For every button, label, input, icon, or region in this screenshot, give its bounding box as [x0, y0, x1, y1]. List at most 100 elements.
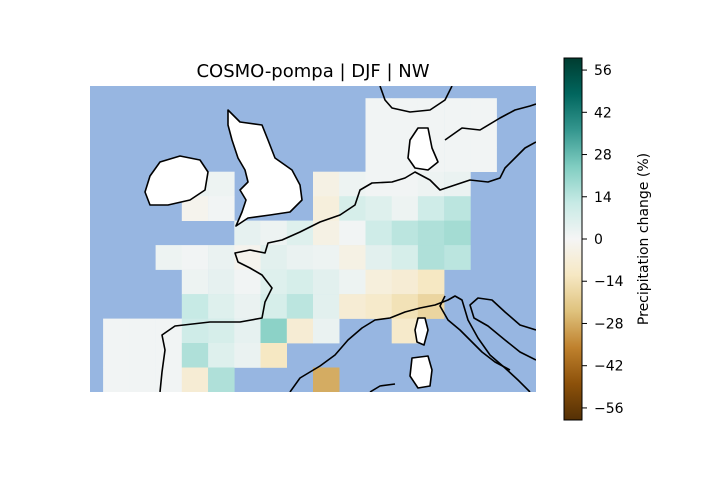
- grid-cell: [391, 171, 419, 197]
- colorbar-tick-label: 0: [594, 232, 603, 248]
- grid-cell: [286, 318, 314, 344]
- colorbar-tick-label: 56: [594, 63, 612, 79]
- grid-cell: [313, 245, 340, 270]
- grid-cell: [155, 245, 183, 270]
- grid-cell: [417, 196, 445, 221]
- grid-cell: [365, 147, 392, 172]
- grid-cell: [391, 318, 419, 344]
- grid-cell: [234, 294, 261, 319]
- grid-cell: [208, 196, 235, 221]
- colorbar-tick-label: −56: [594, 401, 624, 417]
- grid-cell: [103, 367, 130, 392]
- grid-cell: [339, 294, 366, 319]
- grid-cell: [444, 196, 471, 221]
- grid-cell: [208, 343, 235, 368]
- grid-cell: [417, 269, 445, 295]
- grid-cell: [208, 245, 235, 270]
- grid-cell: [339, 196, 366, 221]
- colorbar-tick-label: −42: [594, 359, 624, 375]
- coast-med-north: [469, 297, 536, 361]
- grid-cell: [391, 220, 419, 246]
- coast-adriatic: [439, 295, 511, 371]
- grid-cell: [365, 269, 392, 295]
- grid-cell: [339, 171, 366, 197]
- precip-grid: [103, 98, 497, 392]
- coast-north-africa: [369, 383, 396, 392]
- grid-cell: [208, 294, 235, 319]
- grid-cell: [444, 245, 471, 270]
- grid-cell: [208, 269, 235, 295]
- coast-corsica: [414, 317, 429, 346]
- colorbar-tick-label: −14: [594, 274, 624, 290]
- grid-cell: [286, 269, 314, 295]
- grid-cell: [181, 343, 209, 368]
- coast-iberia-france-italy: [159, 141, 536, 392]
- map-area: [90, 86, 536, 392]
- grid-cell: [129, 318, 156, 344]
- grid-cell: [365, 294, 392, 319]
- grid-cell: [286, 220, 314, 246]
- grid-cell: [339, 245, 366, 270]
- colorbar-bar: [563, 57, 583, 421]
- grid-cell: [470, 147, 497, 172]
- coast-ireland: [144, 155, 209, 206]
- grid-cell: [365, 245, 392, 270]
- grid-cell: [260, 269, 287, 295]
- grid-cell: [391, 196, 419, 221]
- grid-cell: [365, 122, 392, 148]
- grid-cell: [313, 220, 340, 246]
- grid-cell: [260, 245, 287, 270]
- coast-britain: [227, 109, 303, 227]
- grid-cell: [470, 122, 497, 148]
- grid-cell: [103, 318, 130, 344]
- coast-scandinavia: [379, 86, 453, 113]
- grid-cell: [313, 367, 340, 392]
- colorbar-tick-label: −28: [594, 316, 624, 332]
- grid-cell: [286, 245, 314, 270]
- grid-cell: [129, 343, 156, 368]
- colorbar: −56 −42 −28 −14 0 14 28 42 56 Precipitation chan…: [563, 57, 652, 421]
- grid-cell: [234, 269, 261, 295]
- coast-sardinia: [409, 355, 433, 389]
- colorbar-tick-label: 42: [594, 105, 612, 121]
- coast-italy: [289, 295, 531, 392]
- grid-cell: [339, 269, 366, 295]
- colorbar-label: Precipitation change (%): [636, 153, 652, 325]
- land-coastlines: [144, 86, 536, 392]
- colorbar-tick-label: 28: [594, 148, 612, 164]
- grid-cell: [417, 245, 445, 270]
- grid-cell: [313, 269, 340, 295]
- map-title: COSMO-pompa | DJF | NW: [196, 61, 429, 82]
- grid-cell: [234, 245, 261, 270]
- grid-cell: [313, 294, 340, 319]
- grid-cell: [181, 367, 209, 392]
- grid-cell: [365, 196, 392, 221]
- coast-denmark: [407, 127, 439, 171]
- grid-cell: [313, 318, 340, 344]
- grid-cell: [444, 98, 471, 123]
- grid-cell: [129, 367, 156, 392]
- grid-cell: [260, 318, 287, 344]
- grid-cell: [181, 269, 209, 295]
- grid-cell: [339, 220, 366, 246]
- grid-cell: [155, 343, 183, 368]
- grid-cell: [260, 343, 287, 368]
- grid-cell: [391, 269, 419, 295]
- grid-cell: [313, 171, 340, 197]
- grid-cell: [365, 220, 392, 246]
- grid-cell: [181, 245, 209, 270]
- grid-cell: [103, 343, 130, 368]
- grid-cell: [470, 98, 497, 123]
- grid-cell: [208, 367, 235, 392]
- grid-cell: [444, 220, 471, 246]
- coast-baltic: [444, 103, 536, 141]
- grid-cell: [181, 294, 209, 319]
- grid-cell: [417, 220, 445, 246]
- grid-cell: [365, 98, 392, 123]
- grid-cell: [444, 122, 471, 148]
- grid-cell: [208, 171, 235, 197]
- grid-cell: [234, 343, 261, 368]
- colorbar-tick-label: 14: [594, 190, 612, 206]
- colorbar-ticks: −56 −42 −28 −14 0 14 28 42 56: [582, 63, 624, 417]
